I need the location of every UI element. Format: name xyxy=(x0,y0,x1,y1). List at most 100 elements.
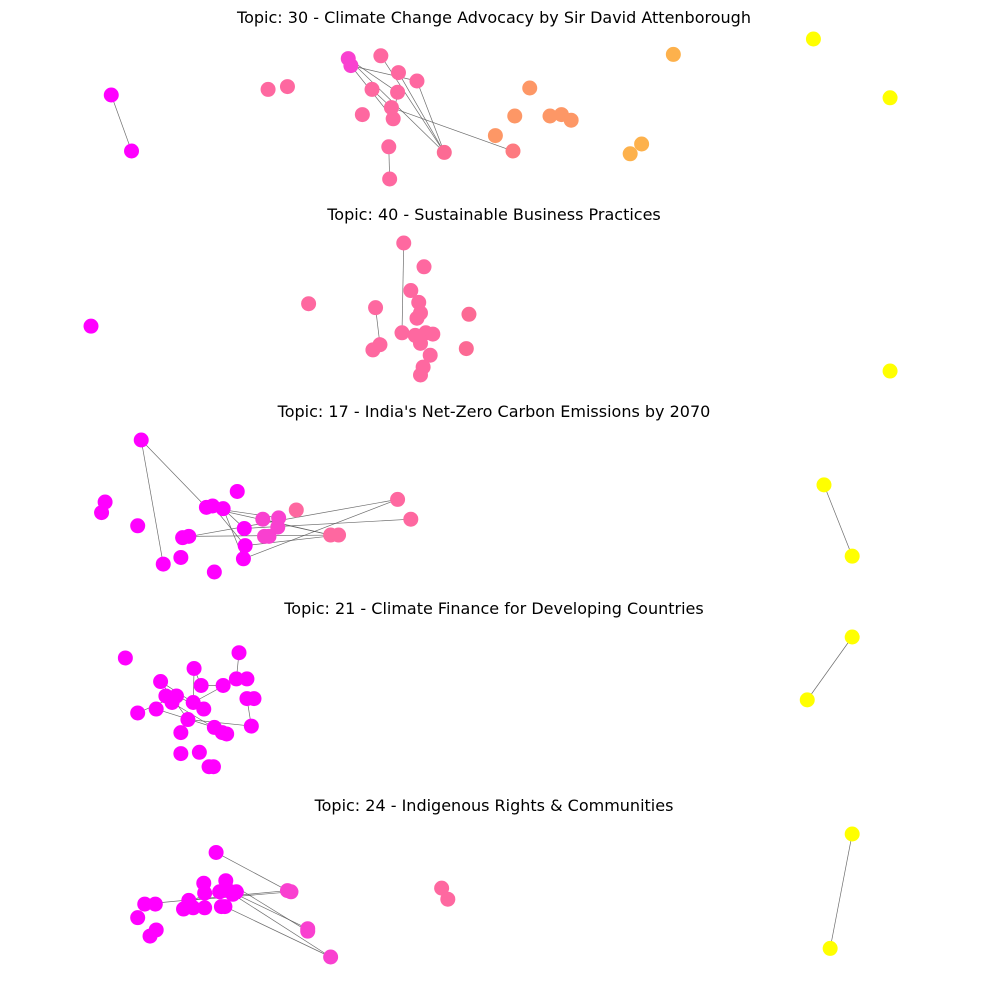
node-layer xyxy=(94,432,860,580)
graph-node xyxy=(130,910,146,926)
graph-node xyxy=(409,310,425,326)
graph-node xyxy=(383,100,399,116)
graph-node xyxy=(434,880,450,896)
graph-edge xyxy=(243,499,398,560)
graph-edge xyxy=(140,439,207,508)
graph-node xyxy=(665,46,681,62)
graph-node xyxy=(246,691,262,707)
graph-node xyxy=(522,80,538,96)
graph-edge xyxy=(416,80,445,153)
graph-node xyxy=(239,671,255,687)
graph-node xyxy=(634,136,650,152)
graph-node xyxy=(260,81,276,97)
graph-node xyxy=(816,477,832,493)
graph-node xyxy=(373,48,389,64)
graph-edge xyxy=(224,906,331,958)
graph-node xyxy=(364,81,380,97)
graph-node xyxy=(155,556,171,572)
graph-node xyxy=(822,940,838,956)
graph-node xyxy=(507,108,523,124)
edge-layer xyxy=(110,55,514,180)
graph-node xyxy=(231,645,247,661)
graph-node xyxy=(844,629,860,645)
graph-node xyxy=(390,491,406,507)
graph-node xyxy=(403,511,419,527)
graph-node xyxy=(235,551,251,567)
graph-node xyxy=(805,31,821,47)
panel-topic-21: Topic: 21 - Climate Finance for Developi… xyxy=(117,599,860,775)
graph-node xyxy=(368,300,384,316)
graph-edge xyxy=(110,94,132,152)
graph-node xyxy=(882,90,898,106)
graph-node xyxy=(487,128,503,144)
graph-node xyxy=(124,143,140,159)
graph-node xyxy=(416,259,432,275)
graph-node xyxy=(461,306,477,322)
graph-node xyxy=(390,65,406,81)
graph-node xyxy=(173,725,189,741)
graph-node xyxy=(270,519,286,535)
graph-node xyxy=(331,527,347,543)
graph-node xyxy=(372,337,388,353)
graph-node xyxy=(844,826,860,842)
graph-node xyxy=(354,107,370,123)
graph-node xyxy=(219,726,235,742)
graph-node xyxy=(168,688,184,704)
graph-node xyxy=(622,146,638,162)
graph-node xyxy=(381,139,397,155)
graph-node xyxy=(425,326,441,342)
graph-node xyxy=(255,511,271,527)
graph-edge xyxy=(398,72,445,153)
graph-node xyxy=(142,928,158,944)
graph-node xyxy=(181,528,197,544)
graph-node xyxy=(394,325,410,341)
graph-node xyxy=(343,58,359,74)
graph-edge xyxy=(350,65,418,82)
graph-node xyxy=(385,111,401,127)
graph-node xyxy=(301,296,317,312)
graph-node xyxy=(215,677,231,693)
node-layer xyxy=(83,235,898,383)
graph-node xyxy=(94,505,110,521)
graph-node xyxy=(185,900,201,916)
graph-node xyxy=(382,171,398,187)
graph-node xyxy=(412,367,428,383)
graph-node xyxy=(844,548,860,564)
graph-node xyxy=(205,759,221,775)
graph-node xyxy=(186,660,202,676)
graph-node xyxy=(458,341,474,357)
graph-edge xyxy=(806,636,853,701)
graph-edge xyxy=(391,107,514,152)
graph-node xyxy=(799,692,815,708)
graph-node xyxy=(196,875,212,891)
graph-node xyxy=(440,891,456,907)
graph-node xyxy=(133,432,149,448)
panel-title-topic-17: Topic: 17 - India's Net-Zero Carbon Emis… xyxy=(277,402,711,421)
graph-edge xyxy=(140,439,164,565)
graph-node xyxy=(300,923,316,939)
graph-node xyxy=(228,884,244,900)
graph-edge xyxy=(823,484,853,557)
graph-node xyxy=(228,671,244,687)
graph-node xyxy=(236,520,252,536)
graph-node xyxy=(390,84,406,100)
graph-node xyxy=(505,143,521,159)
panel-title-topic-21: Topic: 21 - Climate Finance for Developi… xyxy=(283,599,703,618)
graph-node xyxy=(403,283,419,299)
graph-node xyxy=(882,363,898,379)
graph-node xyxy=(173,746,189,762)
graph-node xyxy=(130,518,146,534)
graph-edge xyxy=(182,499,398,539)
graph-node xyxy=(117,650,133,666)
graph-node xyxy=(153,674,169,690)
graph-node xyxy=(279,79,295,95)
graph-node xyxy=(283,884,299,900)
node-layer xyxy=(130,826,860,965)
graph-node xyxy=(206,564,222,580)
graph-node xyxy=(237,538,253,554)
graph-node xyxy=(137,896,153,912)
graph-node xyxy=(180,712,196,728)
graph-node xyxy=(197,900,213,916)
graph-node xyxy=(130,705,146,721)
